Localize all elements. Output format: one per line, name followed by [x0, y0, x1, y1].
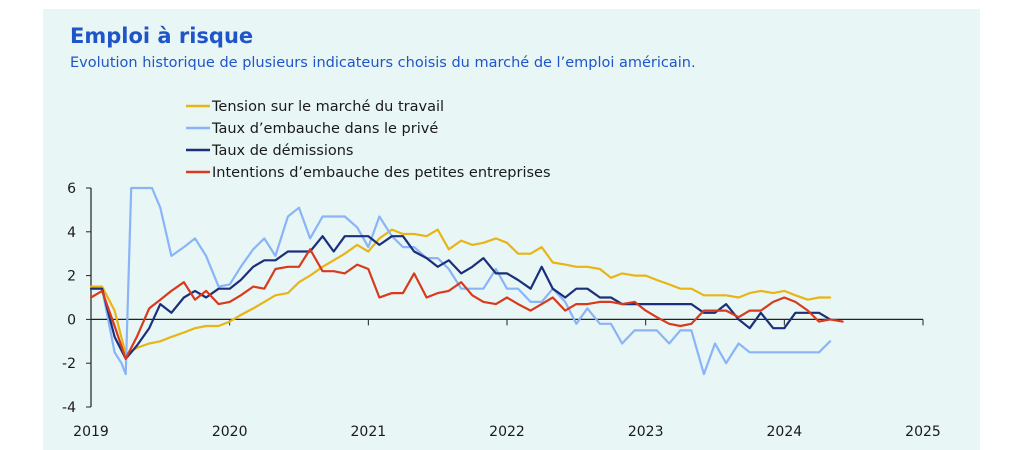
series-line: [89, 248, 844, 360]
y-tick-label: -2: [62, 356, 76, 372]
chart-title: Emploi à risque: [70, 24, 254, 48]
legend-label: Taux d’embauche dans le privé: [211, 121, 438, 137]
chart-subtitle: Evolution historique de plusieurs indica…: [70, 55, 696, 71]
series-line: [89, 228, 832, 356]
y-tick-label: 6: [67, 181, 76, 197]
y-tick-label: 0: [67, 312, 76, 328]
series-line: [89, 186, 832, 376]
y-tick-label: 4: [67, 225, 76, 241]
x-tick-label: 2021: [351, 424, 387, 440]
x-tick-label: 2020: [212, 424, 248, 440]
x-tick-label: 2024: [767, 424, 803, 440]
x-tick-label: 2019: [73, 424, 109, 440]
y-tick-label: -4: [62, 400, 76, 416]
legend-label: Taux de démissions: [211, 143, 354, 159]
legend-label: Tension sur le marché du travail: [211, 99, 444, 115]
y-tick-label: 2: [67, 269, 76, 285]
chart-panel: [43, 9, 980, 450]
x-tick-label: 2023: [628, 424, 664, 440]
x-tick-label: 2025: [905, 424, 941, 440]
series-line: [89, 235, 832, 360]
x-tick-label: 2022: [489, 424, 525, 440]
legend-label: Intentions d’embauche des petites entrep…: [212, 165, 551, 181]
